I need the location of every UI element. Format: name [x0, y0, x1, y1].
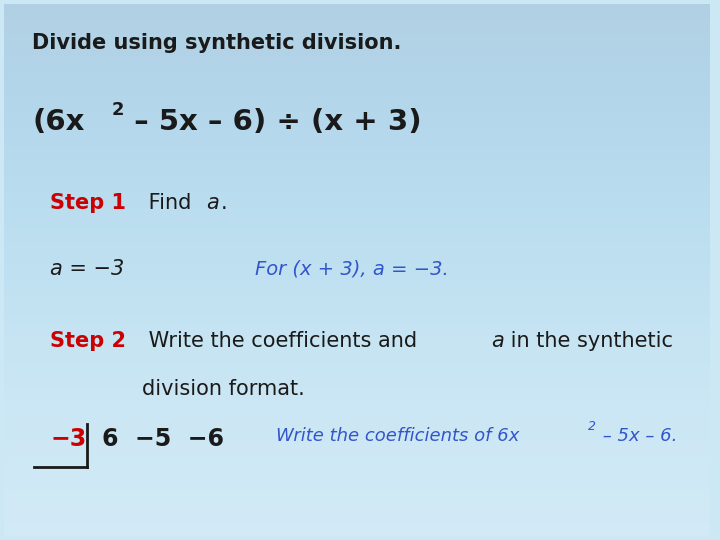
Text: a: a [491, 331, 504, 351]
Text: (6x: (6x [32, 108, 85, 136]
Text: 2: 2 [112, 102, 124, 119]
Text: in the synthetic: in the synthetic [504, 331, 672, 351]
Text: – 5x – 6.: – 5x – 6. [597, 427, 678, 445]
Text: −3: −3 [50, 427, 86, 451]
Text: – 5x – 6) ÷ (x + 3): – 5x – 6) ÷ (x + 3) [124, 108, 422, 136]
Text: Step 2: Step 2 [50, 331, 126, 351]
Text: a = −3: a = −3 [50, 259, 125, 279]
Text: Find: Find [142, 193, 198, 213]
Text: division format.: division format. [142, 379, 305, 399]
Text: Divide using synthetic division.: Divide using synthetic division. [32, 33, 402, 53]
Text: a: a [206, 193, 219, 213]
Text: 6  −5  −6: 6 −5 −6 [102, 427, 223, 451]
Text: Write the coefficients and: Write the coefficients and [142, 331, 423, 351]
Text: Write the coefficients of 6x: Write the coefficients of 6x [276, 427, 519, 445]
Text: Step 1: Step 1 [50, 193, 126, 213]
Text: 2: 2 [588, 421, 596, 434]
Text: For (x + 3), a = −3.: For (x + 3), a = −3. [255, 259, 449, 278]
Text: .: . [221, 193, 228, 213]
